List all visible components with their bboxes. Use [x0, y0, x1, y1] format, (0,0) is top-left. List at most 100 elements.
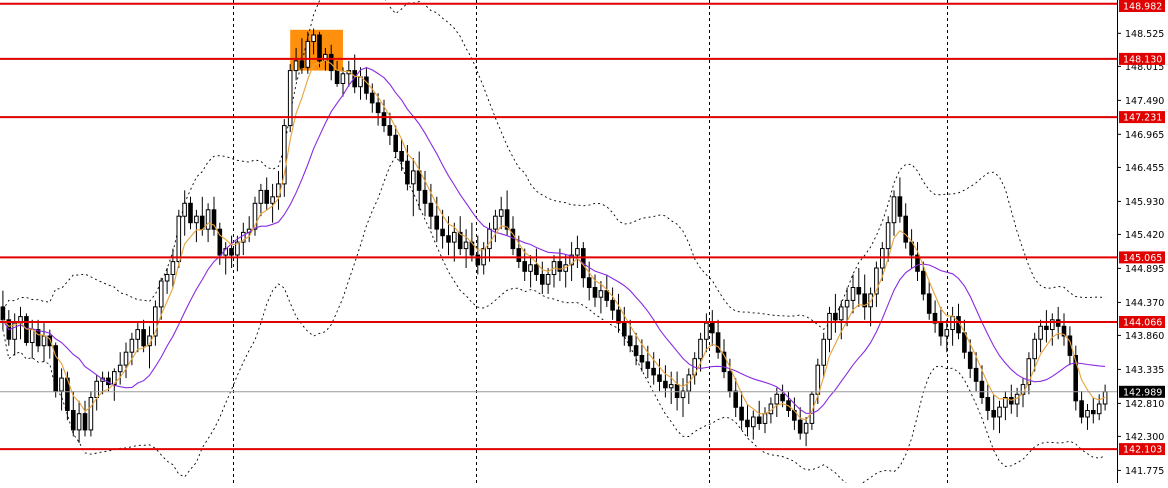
candle-body: [452, 231, 457, 243]
candle-body: [475, 254, 481, 266]
candle-body: [29, 329, 35, 344]
candle-body: [979, 380, 985, 398]
level-label-bg: [1119, 251, 1165, 264]
candle-body: [188, 202, 193, 224]
candle-body: [334, 70, 340, 84]
candle-body: [645, 361, 651, 369]
candle-body: [704, 322, 709, 340]
candle-body: [651, 367, 656, 376]
candle-body: [668, 384, 674, 389]
candle-body: [317, 34, 322, 62]
candle-body: [739, 406, 744, 421]
candle-body: [639, 355, 645, 363]
candle-body: [229, 248, 234, 256]
candle-body: [217, 228, 223, 256]
candle-body: [41, 335, 47, 347]
level-label-bg: [1119, 111, 1165, 124]
candle-body: [305, 40, 311, 68]
y-tick-label: 142.810: [1125, 399, 1164, 410]
candle-body: [973, 367, 979, 382]
candle-body: [393, 134, 398, 153]
candle-body: [586, 277, 592, 288]
candle-body: [575, 248, 580, 256]
candle-body: [534, 264, 539, 275]
candle-body: [944, 329, 950, 337]
candle-body: [774, 393, 780, 405]
candle-body: [827, 312, 832, 340]
candle-body: [1073, 355, 1079, 402]
candle-body: [610, 299, 615, 311]
candle-body: [821, 338, 827, 366]
candle-body: [838, 306, 844, 321]
candle-body: [170, 261, 176, 276]
candle-body: [833, 312, 838, 321]
candle-body: [780, 393, 785, 402]
y-axis-ticks: 148.525 148.015 147.490 146.965 146.455 145.9…: [1117, 29, 1164, 477]
candle-body: [381, 112, 387, 127]
candle-body: [598, 290, 604, 298]
candle-body: [856, 287, 862, 295]
candle-body: [422, 189, 428, 204]
y-tick-label: 144.895: [1125, 264, 1164, 275]
bollinger-bands: [2, 0, 1106, 488]
y-tick-label: 144.370: [1125, 298, 1164, 309]
y-tick-label: 146.965: [1125, 130, 1164, 141]
candle-body: [182, 202, 187, 217]
candle-body: [622, 322, 627, 337]
candle-body: [991, 410, 997, 418]
fast-moving-average: [2, 59, 1106, 421]
level-label: 145.065: [1123, 253, 1162, 264]
candle-body: [487, 228, 492, 250]
candle-body: [809, 393, 815, 424]
level-label-bg: [1119, 0, 1165, 12]
candle-body: [123, 351, 129, 366]
candle-body: [205, 209, 211, 230]
candle-body: [727, 371, 733, 392]
candle-body: [1050, 319, 1055, 330]
candle-body: [0, 306, 6, 321]
candle-body: [199, 215, 205, 230]
candle-body: [282, 125, 287, 185]
candle-body: [1061, 325, 1067, 337]
candle-body: [715, 332, 721, 353]
candle-body: [405, 160, 410, 185]
candle-body: [1038, 325, 1043, 340]
candle-body: [815, 364, 821, 395]
candle-body: [59, 377, 64, 392]
y-tick-label: 147.490: [1125, 96, 1164, 107]
candle-body: [797, 419, 803, 434]
candle-body: [557, 261, 563, 272]
candle-body: [211, 209, 217, 230]
candle-body: [493, 215, 498, 230]
candle-body: [657, 374, 662, 382]
candle-body: [293, 60, 299, 72]
candle-body: [569, 254, 574, 266]
level-label: 148.982: [1123, 2, 1162, 13]
candle-body: [1055, 319, 1061, 327]
level-label: 148.130: [1123, 54, 1162, 65]
candle-body: [141, 329, 146, 347]
bollinger-lower-band: [2, 155, 1106, 488]
candle-body: [1003, 397, 1008, 408]
level-lines: [0, 2, 1117, 451]
candle-body: [745, 419, 750, 428]
candle-body: [868, 293, 873, 308]
candle-body: [434, 215, 439, 230]
candle-body: [94, 380, 100, 398]
candle-body: [1096, 403, 1102, 415]
candle-body: [35, 329, 41, 347]
candle-body: [340, 73, 346, 85]
candle-body: [751, 416, 756, 428]
candle-body: [516, 248, 522, 263]
candle-body: [926, 293, 932, 314]
candle-body: [985, 397, 991, 411]
y-tick-label: 143.335: [1125, 365, 1164, 376]
y-tick-label: 145.930: [1125, 197, 1164, 208]
candle-body: [967, 351, 973, 369]
candle-body: [1091, 410, 1096, 415]
candle-body: [158, 280, 164, 308]
candle-body: [287, 70, 293, 127]
grid-separators: [233, 0, 948, 483]
